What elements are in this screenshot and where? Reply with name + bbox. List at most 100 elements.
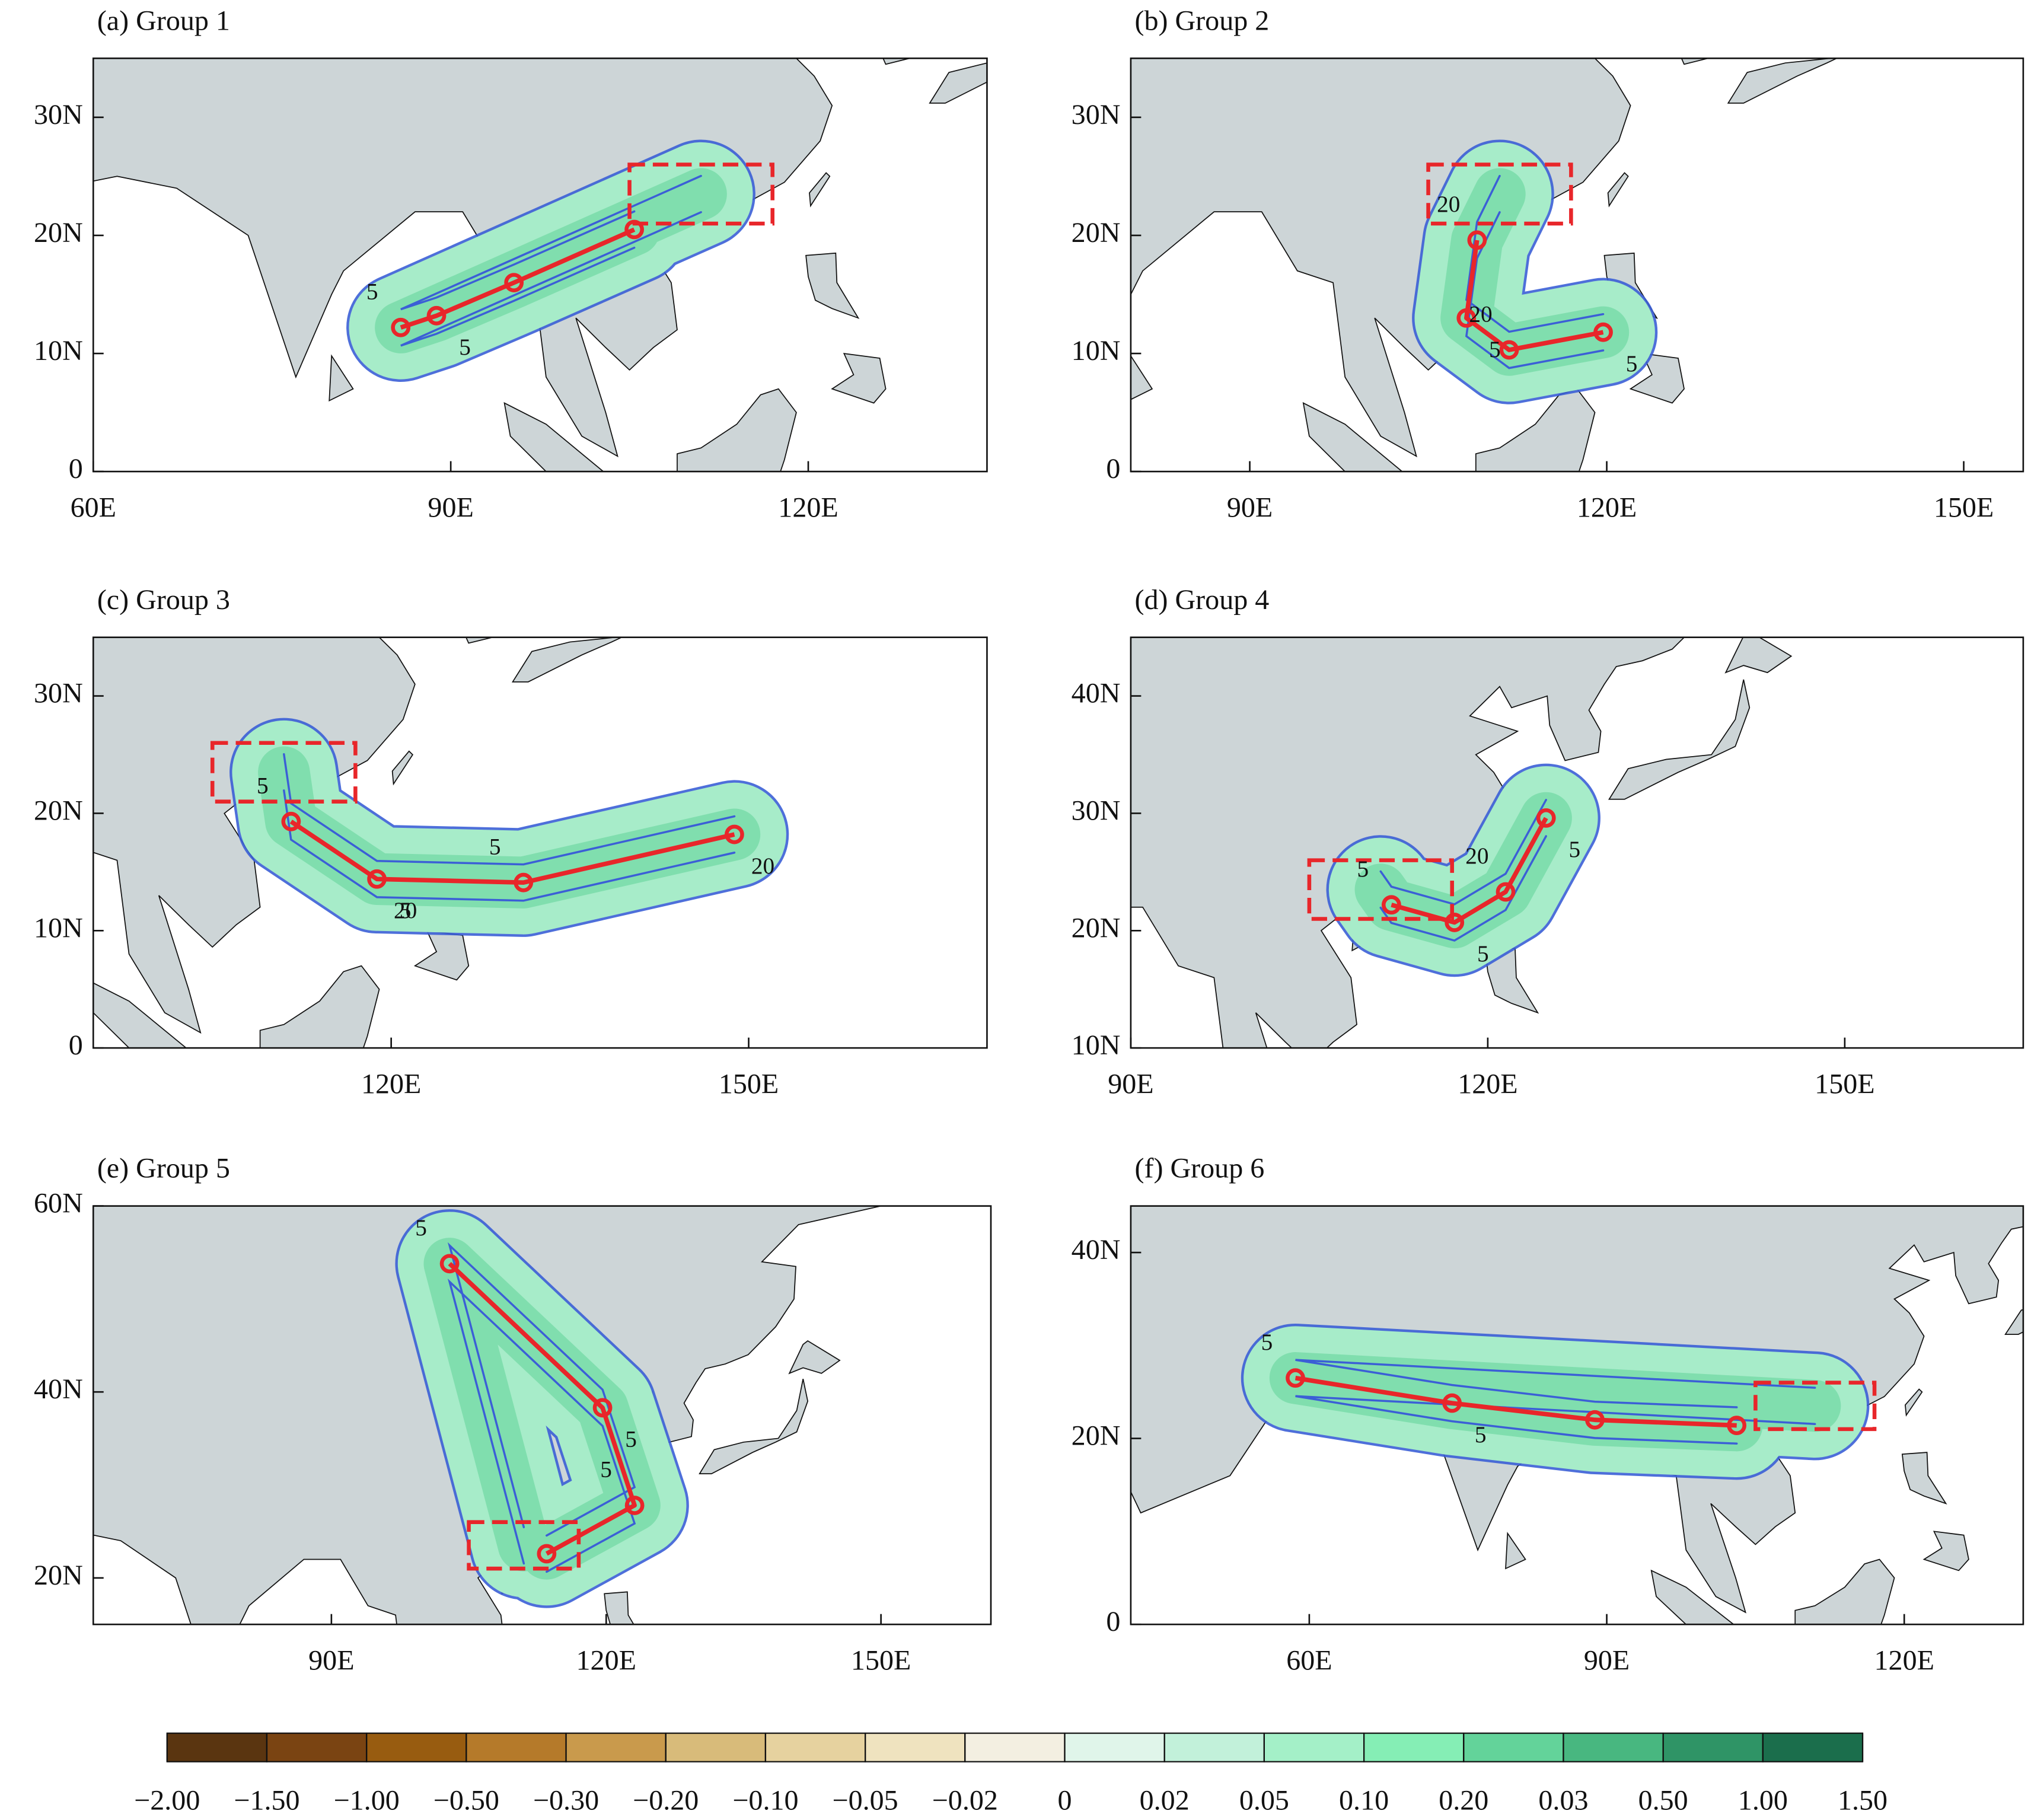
colorbar-swatch bbox=[166, 1732, 268, 1762]
track-point bbox=[1381, 895, 1401, 915]
contour-label: 20 bbox=[1465, 843, 1488, 869]
colorbar-label: −0.02 bbox=[932, 1785, 998, 1816]
y-tick-label: 0 bbox=[69, 1029, 83, 1061]
x-tick-label: 120E bbox=[576, 1645, 636, 1676]
land bbox=[624, 1671, 666, 1710]
source-region bbox=[1426, 162, 1573, 226]
contour-label: 5 bbox=[1626, 350, 1638, 377]
x-tick-label: 150E bbox=[719, 1069, 779, 1100]
land bbox=[677, 388, 797, 472]
land bbox=[1629, 353, 1685, 404]
x-tick-label: 120E bbox=[361, 1069, 421, 1100]
land bbox=[1608, 679, 1751, 800]
colorbar-label: 0.50 bbox=[1638, 1785, 1688, 1816]
panel-title: (b) Group 2 bbox=[1134, 5, 1269, 36]
colorbar-swatch bbox=[1563, 1732, 1664, 1762]
map-panel: 20 5 20 5 bbox=[1130, 58, 2023, 472]
contour bbox=[1295, 1359, 1816, 1408]
colorbar-label: 0.03 bbox=[1538, 1785, 1588, 1816]
colorbar-label: −0.10 bbox=[732, 1785, 798, 1816]
contour-label: 20 bbox=[394, 897, 417, 923]
land bbox=[805, 252, 860, 319]
land bbox=[503, 401, 604, 472]
contour-label: 5 bbox=[400, 897, 412, 923]
land bbox=[1794, 1558, 1895, 1625]
track-point bbox=[1536, 808, 1556, 828]
frame bbox=[1130, 58, 2024, 473]
map-panel: 55 bbox=[93, 58, 987, 472]
contour-label: 5 bbox=[1357, 856, 1369, 882]
contour-label: 5 bbox=[1568, 836, 1580, 862]
track-line bbox=[1464, 240, 1604, 352]
x-tick-label: 90E bbox=[1227, 492, 1273, 524]
contour-label: 5 bbox=[600, 1456, 612, 1483]
colorbar-label: −0.30 bbox=[533, 1785, 599, 1816]
colorbar-label: −0.20 bbox=[633, 1785, 699, 1816]
land bbox=[831, 353, 887, 404]
frame bbox=[92, 636, 988, 1049]
y-tick-label: 20N bbox=[34, 795, 83, 826]
x-tick-label: 90E bbox=[428, 492, 473, 524]
land bbox=[630, 514, 696, 555]
contour-label: 20 bbox=[1469, 301, 1492, 327]
colorbar-swatch bbox=[865, 1732, 966, 1762]
frame bbox=[1130, 636, 2024, 1049]
y-tick-label: 0 bbox=[1106, 1606, 1120, 1637]
x-tick-label: 150E bbox=[1934, 492, 1994, 524]
x-tick-label: 60E bbox=[71, 492, 116, 524]
land bbox=[1727, 58, 1838, 104]
y-tick-label: 0 bbox=[1106, 453, 1120, 485]
colorbar-swatch bbox=[764, 1732, 866, 1762]
colorbar-swatch bbox=[1662, 1732, 1764, 1762]
land bbox=[238, 1673, 256, 1709]
y-tick-label: 10N bbox=[1072, 1029, 1121, 1061]
colorbar-swatch bbox=[366, 1732, 467, 1762]
colorbar-label: −0.05 bbox=[833, 1785, 898, 1816]
contour bbox=[283, 753, 736, 866]
contour bbox=[400, 174, 702, 311]
land bbox=[259, 965, 380, 1048]
track-point bbox=[624, 219, 644, 240]
colorbar-label: 0.10 bbox=[1339, 1785, 1389, 1816]
track-point bbox=[1499, 340, 1519, 360]
contour bbox=[447, 1242, 636, 1537]
colorbar-label: −1.50 bbox=[234, 1785, 299, 1816]
track-point bbox=[281, 811, 301, 831]
track-point bbox=[391, 317, 411, 337]
contour-label: 5 bbox=[366, 278, 378, 304]
y-tick-label: 0 bbox=[69, 453, 83, 485]
y-tick-label: 20N bbox=[1072, 912, 1121, 944]
y-tick-label: 20N bbox=[1072, 1420, 1121, 1452]
colorbar-swatch bbox=[1463, 1732, 1564, 1762]
colorbar-label: 0 bbox=[1057, 1785, 1072, 1816]
land bbox=[1522, 1047, 1528, 1048]
track-point bbox=[1467, 230, 1487, 250]
contour-label: 5 bbox=[415, 1215, 427, 1241]
land bbox=[604, 1591, 635, 1625]
track-point bbox=[624, 1496, 645, 1515]
panel-title: (a) Group 1 bbox=[97, 5, 230, 36]
y-tick-label: 20N bbox=[1072, 217, 1121, 248]
x-tick-label: 120E bbox=[1458, 1069, 1517, 1100]
land bbox=[1904, 1388, 1923, 1417]
contour-label: 5 bbox=[459, 334, 471, 360]
land bbox=[1505, 1531, 1526, 1570]
land bbox=[511, 637, 623, 683]
contour-label: 20 bbox=[751, 853, 774, 879]
x-tick-label: 120E bbox=[1577, 492, 1637, 524]
frame bbox=[92, 58, 988, 473]
x-tick-label: 120E bbox=[778, 492, 838, 524]
contour-label: 5 bbox=[1475, 1421, 1487, 1448]
contour bbox=[447, 1278, 636, 1573]
panel-title: (f) Group 6 bbox=[1134, 1153, 1264, 1184]
track-point bbox=[1445, 913, 1465, 932]
colorbar-label: 0.20 bbox=[1439, 1785, 1488, 1816]
contour-label: 5 bbox=[1261, 1329, 1273, 1355]
contour-label: 5 bbox=[625, 1426, 637, 1452]
source-region bbox=[627, 162, 774, 226]
y-tick-label: 40N bbox=[1072, 1234, 1121, 1266]
land bbox=[1485, 947, 1539, 1014]
colorbar-label: −2.00 bbox=[134, 1785, 200, 1816]
